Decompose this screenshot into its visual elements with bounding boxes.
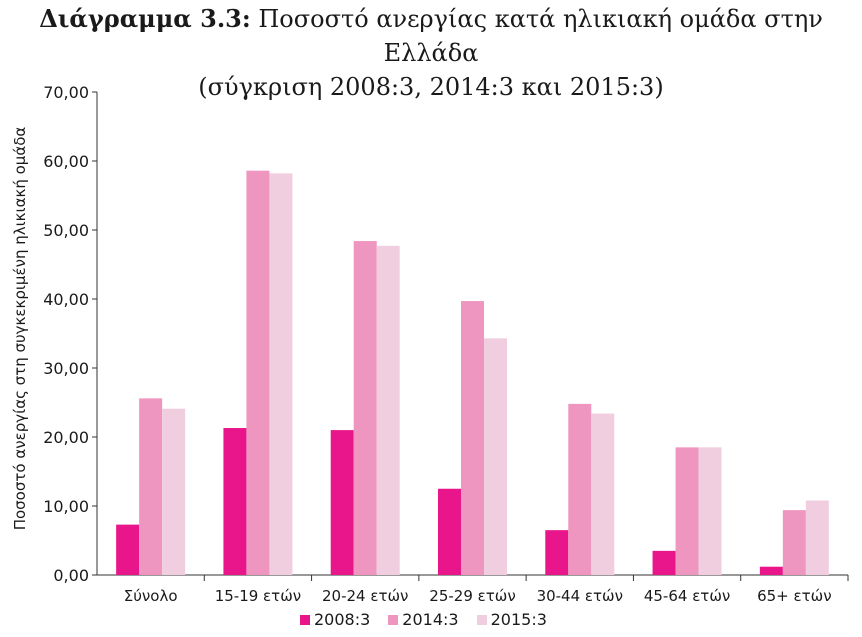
legend-swatch xyxy=(476,614,487,625)
y-tick-label: 60,00 xyxy=(43,152,89,171)
chart-title-prefix: Διάγραμμα 3.3: xyxy=(39,4,251,33)
bar xyxy=(139,398,163,575)
legend-swatch xyxy=(388,614,399,625)
legend-swatch xyxy=(300,614,310,625)
bar xyxy=(568,403,592,575)
x-tick-label: 65+ ετών xyxy=(757,587,832,605)
bar xyxy=(805,500,829,575)
y-tick-label: 70,00 xyxy=(43,83,89,102)
bar xyxy=(376,245,400,575)
y-tick-label: 20,00 xyxy=(43,428,89,447)
y-tick-label: 50,00 xyxy=(43,221,89,240)
bar xyxy=(759,566,783,575)
y-tick-label: 0,00 xyxy=(53,566,89,585)
bar xyxy=(698,447,722,575)
x-tick-label: 15-19 ετών xyxy=(215,587,301,605)
bar xyxy=(461,301,484,575)
bar xyxy=(675,447,699,575)
legend-item: 2014:3 xyxy=(388,610,459,629)
x-tick-label: 25-29 ετών xyxy=(429,587,515,605)
bar xyxy=(353,241,377,576)
bar xyxy=(652,550,676,575)
bar xyxy=(438,488,461,575)
y-tick-label: 10,00 xyxy=(43,497,89,516)
x-tick-label: 30-44 ετών xyxy=(537,587,623,605)
chart-title-text: Ποσοστό ανεργίας κατά ηλικιακή ομάδα στη… xyxy=(258,5,823,67)
legend-item: 2015:3 xyxy=(476,610,547,629)
bar xyxy=(269,173,293,576)
legend-item: 2008:3 xyxy=(300,610,370,629)
x-tick-label: 20-24 ετών xyxy=(322,587,408,605)
y-tick-label: 40,00 xyxy=(43,290,89,309)
bar xyxy=(116,524,140,575)
chart-legend: 2008:3 2014:3 2015:3 xyxy=(300,610,547,629)
legend-label: 2008:3 xyxy=(314,610,371,629)
bar xyxy=(246,170,270,575)
x-tick-label: 45-64 ετών xyxy=(644,587,730,605)
bar xyxy=(591,413,615,575)
legend-label: 2015:3 xyxy=(490,610,547,629)
bar xyxy=(162,408,186,575)
bar xyxy=(782,510,806,575)
legend-label: 2014:3 xyxy=(402,610,459,629)
bar xyxy=(545,530,569,575)
y-axis-label: Ποσοστό ανεργίας στη συγκεκριμένη ηλικια… xyxy=(11,127,29,531)
chart-subtitle: (σύγκριση 2008:3, 2014:3 και 2015:3) xyxy=(198,73,664,101)
chart-title: Διάγραμμα 3.3: Ποσοστό ανεργίας κατά ηλι… xyxy=(0,2,862,70)
y-tick-label: 30,00 xyxy=(43,359,89,378)
bar xyxy=(484,338,507,575)
bar xyxy=(330,430,354,575)
chart-title-block: Διάγραμμα 3.3: Ποσοστό ανεργίας κατά ηλι… xyxy=(0,2,862,104)
bar xyxy=(223,428,247,575)
x-tick-label: Σύνολο xyxy=(124,587,178,605)
